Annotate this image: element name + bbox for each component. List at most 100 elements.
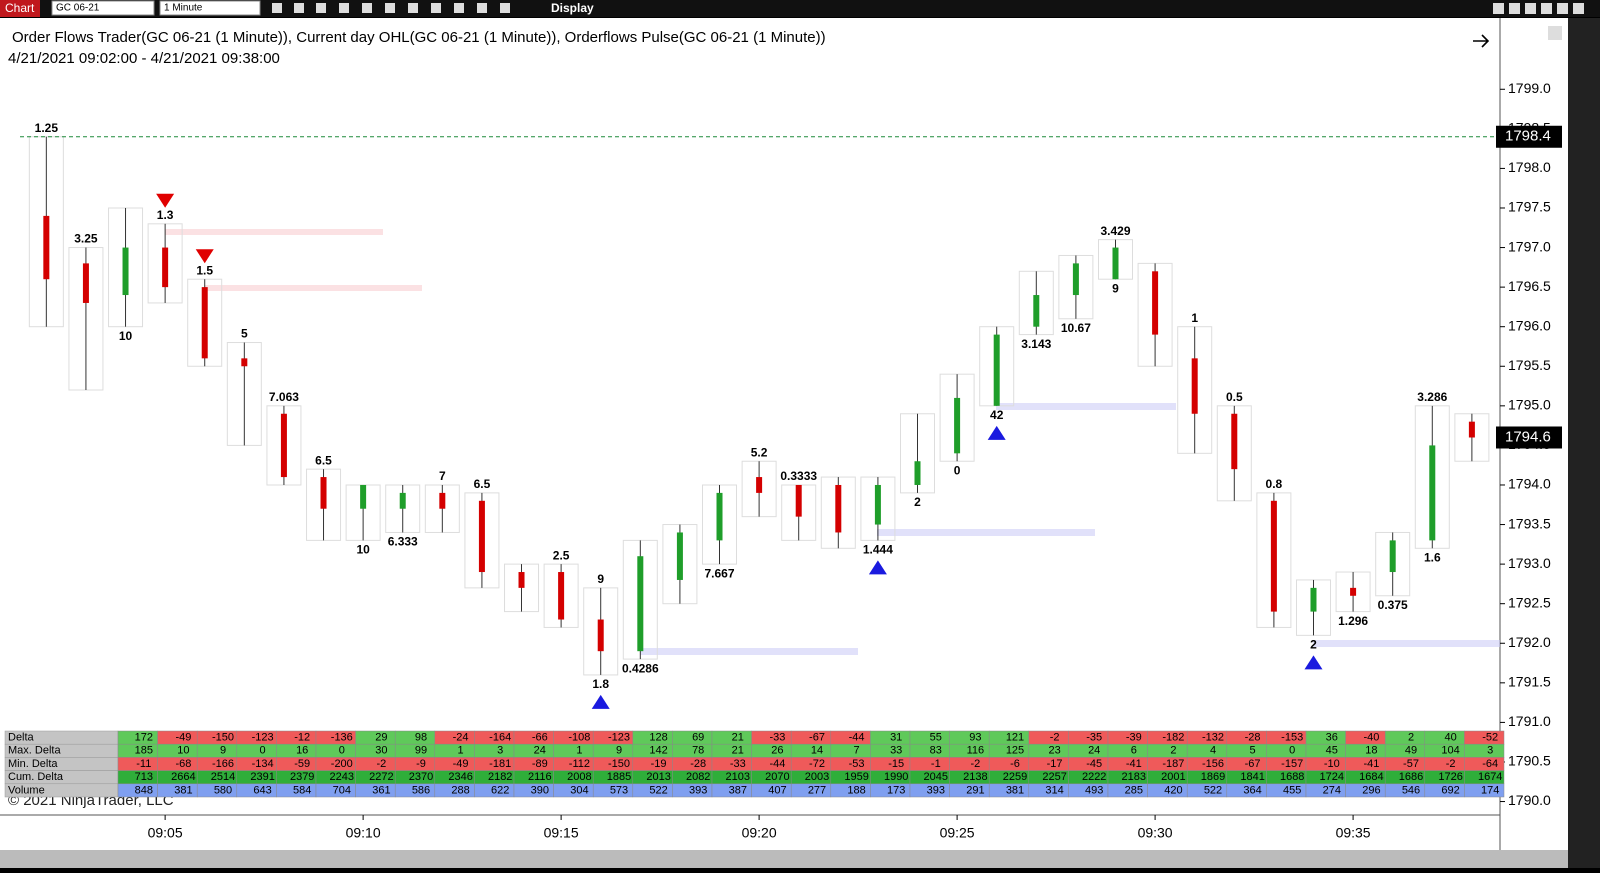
stats-value: 522	[649, 784, 667, 796]
bar-label: 1.25	[35, 121, 59, 135]
icon[interactable]	[408, 3, 418, 13]
stats-value: 2116	[528, 771, 552, 783]
stats-value: 580	[214, 784, 232, 796]
bar-label: 42	[990, 408, 1004, 422]
candle-body	[1112, 247, 1119, 280]
stats-value: 1686	[1399, 771, 1423, 783]
stats-value: 291	[966, 784, 984, 796]
stats-value: 2013	[646, 771, 670, 783]
stats-value: 1684	[1359, 771, 1383, 783]
side-button[interactable]	[1548, 26, 1562, 40]
icon[interactable]	[362, 3, 372, 13]
stats-cell	[1186, 743, 1228, 758]
stats-value: 2008	[567, 771, 591, 783]
window-button[interactable]	[1541, 3, 1552, 14]
stats-value: -15	[888, 758, 904, 770]
stats-value: 104	[1441, 745, 1459, 757]
stats-row-label: Min. Delta	[8, 758, 58, 770]
stats-value: -112	[569, 758, 590, 770]
stats-value: -164	[489, 732, 511, 744]
stats-value: 2003	[805, 771, 829, 783]
stats-value: 2182	[488, 771, 512, 783]
signal-up	[591, 694, 610, 709]
stats-value: 584	[293, 784, 311, 796]
stats-value: 40	[1444, 732, 1456, 744]
stats-value: 455	[1283, 784, 1301, 796]
chart-title: Order Flows Trader(GC 06-21 (1 Minute)),…	[12, 29, 826, 46]
arrow-icon[interactable]	[1473, 34, 1490, 48]
stats-value: 2346	[448, 771, 472, 783]
icon[interactable]	[316, 3, 326, 13]
icon[interactable]	[272, 3, 282, 13]
icon[interactable]	[294, 3, 304, 13]
window-button[interactable]	[1525, 3, 1536, 14]
stats-value: 0	[260, 745, 266, 757]
stats-value: 420	[1164, 784, 1182, 796]
y-tick-label: 1797.5	[1508, 199, 1551, 215]
stats-value: 93	[969, 732, 981, 744]
stats-cell	[196, 743, 238, 758]
bar-label: 6.333	[388, 535, 418, 549]
stats-value: 29	[375, 732, 387, 744]
icon[interactable]	[339, 3, 349, 13]
zone	[204, 285, 422, 291]
icon[interactable]	[431, 3, 441, 13]
window-button[interactable]	[1493, 3, 1504, 14]
stats-value: 288	[451, 784, 469, 796]
icon[interactable]	[385, 3, 395, 13]
candle-body	[439, 492, 446, 509]
stats-value: 1841	[1240, 771, 1264, 783]
stats-cell	[394, 757, 436, 771]
bar-label: 3.143	[1021, 337, 1051, 351]
window-button[interactable]	[1509, 3, 1520, 14]
icon[interactable]	[454, 3, 464, 13]
stats-value: 713	[135, 771, 153, 783]
stats-value: 21	[732, 745, 744, 757]
stats-value: 2272	[369, 771, 393, 783]
stats-value: 0	[339, 745, 345, 757]
stats-value: -57	[1403, 758, 1419, 770]
stats-value: -11	[136, 758, 151, 770]
candle-body	[676, 532, 683, 580]
stats-value: 172	[135, 732, 153, 744]
window-button[interactable]	[1573, 3, 1584, 14]
bar-label: 0	[954, 463, 961, 477]
stats-value: 692	[1441, 784, 1459, 796]
icon[interactable]	[500, 3, 510, 13]
icon[interactable]	[477, 3, 487, 13]
interval-select[interactable]	[159, 0, 261, 16]
stats-value: 285	[1125, 784, 1143, 796]
chart-tab[interactable]	[0, 0, 40, 17]
window-button[interactable]	[1557, 3, 1568, 14]
candle-body	[360, 484, 367, 509]
interval-text: 1 Minute	[164, 3, 203, 14]
stats-value: 393	[689, 784, 707, 796]
bar-label: 10	[119, 329, 133, 343]
stats-value: 23	[1048, 745, 1060, 757]
chart-subtitle: 4/21/2021 09:02:00 - 4/21/2021 09:38:00	[8, 50, 280, 67]
stats-value: -41	[1126, 758, 1142, 770]
stats-value: 364	[1243, 784, 1261, 796]
instrument-select[interactable]	[51, 0, 155, 16]
stats-value: -166	[212, 758, 234, 770]
bar-label: 1	[1191, 311, 1198, 325]
stats-cell	[1028, 730, 1069, 745]
candle-body	[1429, 445, 1436, 541]
stats-value: 174	[1481, 784, 1499, 796]
zone	[165, 229, 383, 235]
bar-label: 1.5	[196, 263, 213, 277]
candle-body	[399, 492, 406, 509]
bottom-bar	[0, 850, 1568, 868]
stats-value: -44	[769, 758, 785, 770]
stats-value: -33	[730, 758, 746, 770]
stats-value: 2138	[963, 771, 987, 783]
stats-value: 1688	[1280, 771, 1304, 783]
bar-label: 3.25	[74, 232, 98, 246]
display-menu[interactable]: Display	[551, 1, 594, 15]
candle-body	[1191, 358, 1198, 414]
stats-value: -67	[809, 732, 825, 744]
stats-value: -67	[1245, 758, 1261, 770]
candle-body	[1389, 540, 1396, 573]
